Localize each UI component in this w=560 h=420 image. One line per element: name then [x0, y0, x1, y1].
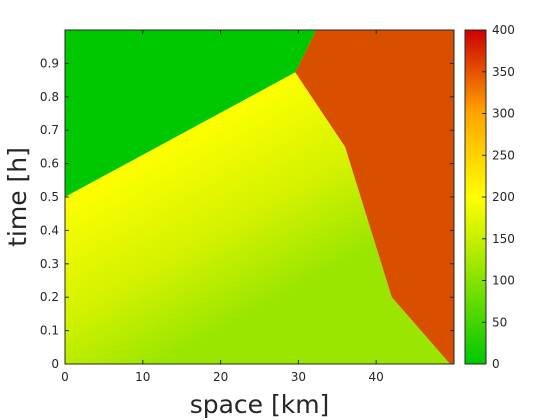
- x-axis-label: space [km]: [190, 390, 330, 419]
- colorbar-tick-label: 200: [492, 190, 515, 204]
- y-tick-label: 0.8: [40, 90, 59, 104]
- heatmap-regions: [65, 30, 454, 365]
- region-congested-right: [295, 30, 454, 364]
- y-tick-label: 0.2: [40, 290, 59, 304]
- colorbar-tick-label: 0: [492, 357, 500, 371]
- colorbar-ticks: 0 50 100 150 200 250 300 350 400: [482, 23, 515, 371]
- x-tick-label: 0: [61, 370, 69, 384]
- colorbar-tick-label: 300: [492, 107, 515, 121]
- y-tick-label: 0.9: [40, 56, 59, 70]
- colorbar-tick-label: 150: [492, 232, 515, 246]
- x-tick-label: 10: [135, 370, 150, 384]
- x-tick-label: 40: [369, 370, 384, 384]
- y-axis-ticks: 0 0.1 0.2 0.3 0.4 0.5 0.6 0.7 0.8 0.9: [40, 56, 454, 371]
- y-tick-label: 0.4: [40, 223, 59, 237]
- y-tick-label: 0.5: [40, 190, 59, 204]
- x-axis-ticks: 0 10 20 30 40: [61, 30, 384, 384]
- colorbar-tick-label: 50: [492, 315, 507, 329]
- colorbar-tick-label: 350: [492, 65, 515, 79]
- y-tick-label: 0: [51, 357, 59, 371]
- colorbar-tick-label: 100: [492, 274, 515, 288]
- y-tick-label: 0.6: [40, 157, 59, 171]
- region-rarefaction-fan: [65, 72, 451, 365]
- y-tick-label: 0.7: [40, 123, 59, 137]
- x-tick-label: 20: [213, 370, 228, 384]
- colorbar-tick-label: 250: [492, 148, 515, 162]
- y-axis-label: time [h]: [3, 147, 32, 247]
- colorbar-tick-label: 400: [492, 23, 515, 37]
- x-tick-label: 30: [291, 370, 306, 384]
- y-tick-label: 0.1: [40, 324, 59, 338]
- region-free-flow-upper-left: [65, 30, 317, 197]
- y-tick-label: 0.3: [40, 257, 59, 271]
